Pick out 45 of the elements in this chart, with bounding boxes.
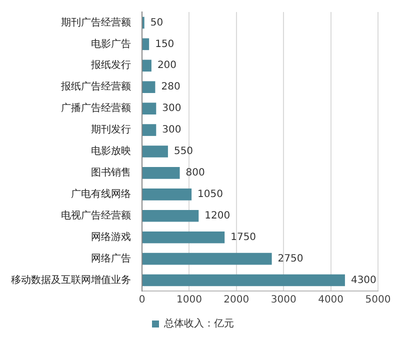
y-tick-label: 电影广告: [91, 38, 131, 50]
data-label: 1050: [198, 189, 224, 200]
bar: [142, 167, 180, 179]
data-label: 1200: [204, 210, 230, 222]
y-tick-label: 广电有线网络: [71, 188, 131, 200]
bar: [142, 38, 150, 50]
data-label: 2750: [278, 253, 304, 264]
y-tick-label: 报纸广告经营额: [60, 80, 131, 93]
x-tick-label: 5000: [365, 294, 391, 306]
data-label: 150: [155, 38, 174, 50]
x-tick-label: 0: [138, 294, 146, 306]
bar: [142, 124, 156, 136]
data-label: 280: [161, 82, 180, 93]
y-tick-label: 期刊发行: [91, 124, 131, 136]
bar: [142, 188, 192, 200]
legend-label: 总体收入：亿元: [163, 318, 234, 330]
x-tick-label: 2000: [224, 294, 250, 306]
y-tick-label: 报纸发行: [90, 59, 131, 72]
data-label: 200: [157, 60, 177, 72]
y-tick-label: 移动数据及互联网增值业务: [11, 274, 131, 286]
y-tick-label: 网络游戏: [91, 230, 131, 243]
y-tick-label: 网络广告: [91, 252, 131, 264]
data-label: 550: [174, 146, 194, 158]
data-label: 300: [162, 103, 182, 114]
data-label: 1750: [230, 232, 256, 243]
bar: [142, 210, 199, 222]
y-tick-label: 电影放映: [91, 145, 131, 158]
data-label: 300: [162, 124, 182, 136]
x-tick-label: 4000: [318, 294, 344, 306]
y-tick-label: 广播广告经营额: [61, 102, 131, 114]
bar: [142, 252, 272, 265]
x-tick-label: 3000: [270, 294, 296, 306]
y-tick-label: 期刊广告经营额: [61, 16, 131, 28]
data-label: 50: [150, 17, 164, 28]
y-tick-label: 电视广告经营额: [61, 209, 131, 222]
bar: [142, 146, 168, 158]
bar: [142, 231, 225, 244]
y-tick-label: 图书销售: [91, 166, 131, 179]
data-label: 4300: [350, 274, 376, 286]
x-tick-label: 1000: [176, 294, 202, 306]
bar: [142, 102, 156, 114]
bar: [142, 274, 345, 286]
bar: [142, 60, 152, 72]
data-label: 800: [186, 168, 205, 179]
bar: [142, 81, 156, 94]
